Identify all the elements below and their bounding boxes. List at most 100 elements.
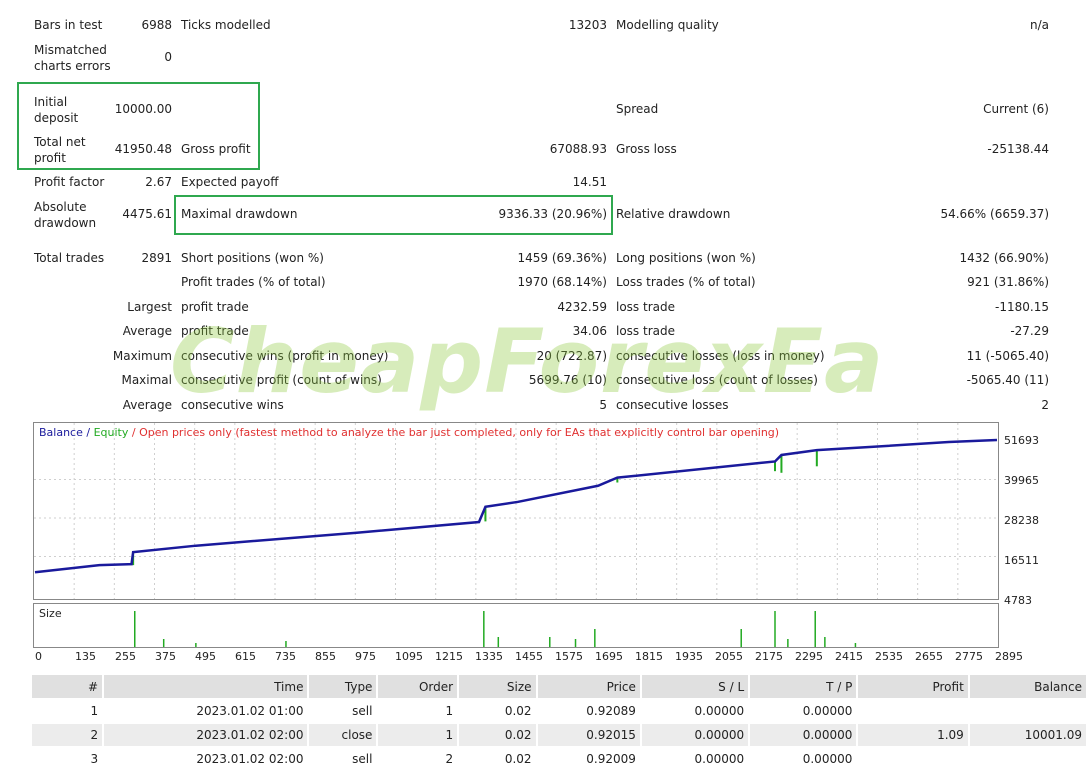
table-cell: [970, 700, 1086, 722]
value-mismatched: 0: [164, 50, 172, 64]
legend-balance: Balance: [39, 426, 83, 439]
value-profit-trades: 1970 (68.14%): [517, 275, 607, 289]
label-absolute-drawdown: Absolute drawdown: [34, 199, 96, 231]
label-mismatched-line2: charts errors: [34, 59, 111, 73]
label-average-loss: loss trade: [616, 324, 675, 338]
table-header-cell[interactable]: Time: [104, 675, 308, 698]
label-total-trades: Total trades: [34, 251, 105, 265]
x-tick-label: 2535: [875, 650, 903, 663]
table-cell: 2023.01.02 02:00: [196, 752, 304, 766]
x-tick-label: 495: [195, 650, 216, 663]
label-maximal-cons-profit: consecutive profit (count of wins): [181, 373, 382, 387]
value-short-positions: 1459 (69.36%): [517, 251, 607, 265]
chart-legend: Balance / Equity / Open prices only (fas…: [39, 426, 779, 439]
value-average-loss: -27.29: [1010, 324, 1049, 338]
value-average-profit: 34.06: [572, 324, 607, 338]
table-row[interactable]: 1 2023.01.02 01:00 sell 1 0.02 0.92089 0.00000…: [32, 700, 1086, 722]
table-header-cell[interactable]: Profit: [858, 675, 968, 698]
label-abs-dd-line1: Absolute: [34, 200, 87, 214]
value-maximal-cons-profit: 5699.76 (10): [528, 373, 607, 387]
label-relative-drawdown: Relative drawdown: [616, 207, 731, 221]
x-tick-label: 1935: [675, 650, 703, 663]
value-maximal-drawdown: 9336.33 (20.96%): [498, 207, 607, 221]
x-tick-label: 2415: [835, 650, 863, 663]
table-cell: 3: [90, 752, 99, 766]
label-spread: Spread: [616, 102, 659, 116]
label-avg-cons-wins: consecutive wins: [181, 398, 284, 412]
value-profit-factor: 2.67: [145, 175, 172, 189]
x-tick-label: 1095: [395, 650, 423, 663]
table-row[interactable]: 2 2023.01.02 02:00 close 1 0.02 0.92015 0.0000…: [32, 724, 1086, 746]
value-ticks-modelled: 13203: [568, 18, 607, 32]
table-cell: 1.09: [858, 724, 968, 746]
watermark-logo: CheapForexEa: [170, 310, 885, 413]
table-cell: 2023.01.02 02:00: [104, 724, 308, 746]
table-cell: 0.92015: [537, 724, 640, 746]
y-tick-label: 16511: [1004, 554, 1039, 567]
table-cell: 1: [445, 704, 454, 718]
table-cell: 0.00000: [694, 752, 745, 766]
table-header-cell[interactable]: #: [32, 675, 103, 698]
label-maximal-drawdown: Maximal drawdown: [181, 207, 298, 221]
size-chart-svg: [133, 611, 857, 647]
x-tick-label: 2055: [715, 650, 743, 663]
legend-separator-1: /: [82, 426, 94, 439]
table-cell: 0.02: [504, 752, 532, 766]
size-label: Size: [39, 607, 62, 620]
label-modelling-quality: Modelling quality: [616, 18, 719, 32]
y-tick-label: 28238: [1004, 514, 1039, 527]
value-max-cons-losses: 11 (-5065.40): [966, 349, 1049, 363]
x-tick-label: 1815: [635, 650, 663, 663]
table-header-cell[interactable]: Size: [459, 675, 536, 698]
x-tick-label: 1335: [475, 650, 503, 663]
label-expected-payoff: Expected payoff: [181, 175, 279, 189]
value-total-trades: 2891: [141, 251, 172, 265]
table-cell: 10001.09: [969, 724, 1086, 746]
balance-chart: [33, 422, 999, 600]
table-header-cell[interactable]: Order: [378, 675, 458, 698]
label-long-positions: Long positions (won %): [616, 251, 756, 265]
x-tick-label: 0: [35, 650, 42, 663]
value-gross-loss: -25138.44: [987, 142, 1049, 156]
table-header-cell[interactable]: S / L: [641, 675, 749, 698]
x-tick-label: 1455: [515, 650, 543, 663]
label-maximum: Maximum: [112, 349, 172, 363]
highlight-box-drawdown: [174, 195, 613, 235]
label-largest: Largest: [127, 300, 172, 314]
label-initial-deposit-line1: Initial: [34, 95, 68, 109]
x-tick-label: 2295: [795, 650, 823, 663]
value-largest-profit: 4232.59: [557, 300, 607, 314]
table-header-cell[interactable]: Price: [537, 675, 640, 698]
table-cell: [858, 700, 967, 722]
legend-equity: Equity: [93, 426, 129, 439]
label-average: Average: [122, 324, 172, 338]
label-abs-dd-line2: drawdown: [34, 216, 97, 230]
label-max-cons-losses: consecutive losses (loss in money): [616, 349, 825, 363]
label-loss-trades: Loss trades (% of total): [616, 275, 756, 289]
x-tick-label: 2655: [915, 650, 943, 663]
label-initial-deposit-line2: deposit: [34, 111, 79, 125]
x-tick-label: 975: [355, 650, 376, 663]
table-header-cell[interactable]: Type: [309, 675, 377, 698]
table-header-cell[interactable]: Balance: [969, 675, 1086, 698]
label-avg-cons-losses: consecutive losses: [616, 398, 729, 412]
table-cell: 1: [378, 724, 458, 746]
table-row[interactable]: 3 2023.01.02 02:00 sell 2 0.02 0.92009 0.00000…: [32, 748, 1086, 770]
value-avg-cons-wins: 5: [599, 398, 607, 412]
x-tick-label: 1575: [555, 650, 583, 663]
table-cell: 2: [32, 724, 103, 746]
label-avg-cons: Average: [122, 398, 172, 412]
y-tick-label: 4783: [1004, 594, 1032, 607]
label-mismatched-line1: Mismatched: [34, 43, 107, 57]
x-tick-label: 375: [155, 650, 176, 663]
label-max-cons-wins: consecutive wins (profit in money): [181, 349, 389, 363]
label-maximal: Maximal: [121, 373, 172, 387]
value-absolute-drawdown: 4475.61: [122, 207, 172, 221]
x-tick-label: 1695: [595, 650, 623, 663]
label-average-profit: profit trade: [181, 324, 249, 338]
table-header-cell[interactable]: T / P: [750, 675, 857, 698]
table-cell: [858, 748, 967, 770]
value-total-net-profit: 41950.48: [114, 142, 172, 156]
legend-separator-2: /: [128, 426, 140, 439]
legend-note: Open prices only (fastest method to anal…: [139, 426, 780, 439]
